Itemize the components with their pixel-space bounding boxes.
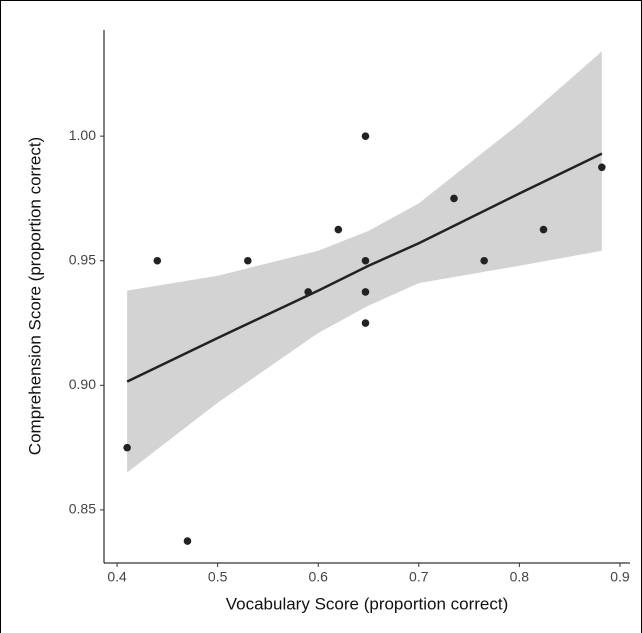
- point: [183, 537, 192, 545]
- y-tick-label: 0.90: [69, 376, 96, 392]
- fit-line: [126, 152, 603, 383]
- point: [123, 443, 131, 452]
- x-tick-label: 0.4: [107, 569, 127, 585]
- x-tick-label: 0.8: [510, 569, 530, 585]
- point: [361, 256, 370, 265]
- point: [539, 225, 548, 234]
- y-axis-label: Comprehension Score (proportion correct): [25, 137, 44, 455]
- point: [334, 225, 343, 234]
- x-tick-label: 0.7: [409, 569, 429, 585]
- point: [244, 256, 252, 265]
- point: [598, 163, 606, 172]
- point: [361, 288, 370, 296]
- point: [480, 256, 488, 265]
- x-axis-label: Vocabulary Score (proportion correct): [226, 594, 509, 613]
- y-tick-label: 0.85: [69, 501, 96, 517]
- y-tick-label: 1.00: [69, 127, 96, 143]
- x-tick-label: 0.5: [208, 569, 228, 585]
- point: [361, 132, 370, 140]
- point: [450, 194, 458, 203]
- x-tick-label: 0.9: [610, 569, 630, 585]
- point: [153, 256, 162, 265]
- y-tick-label: 0.95: [69, 251, 96, 267]
- x-tick-label: 0.6: [308, 569, 328, 585]
- point: [361, 319, 370, 327]
- point: [304, 288, 312, 296]
